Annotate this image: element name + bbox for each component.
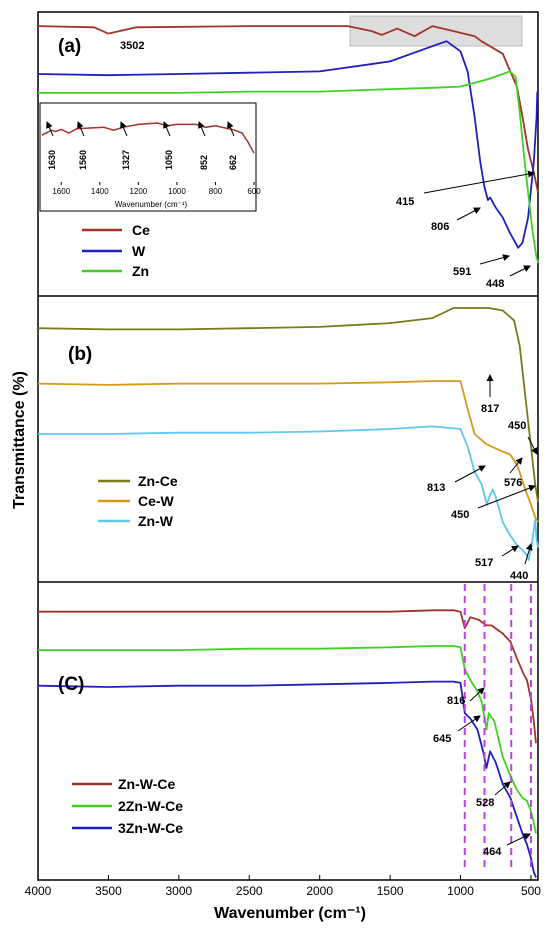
inset-frame	[39, 102, 257, 212]
arrow-440	[524, 543, 533, 565]
inset-peak-label: 1630	[47, 150, 57, 170]
peak-label-816: 816	[447, 695, 465, 707]
inset-peak-label: 662	[228, 155, 238, 170]
series-line-zn-w-ce	[38, 609, 537, 744]
arrow-806	[456, 207, 481, 221]
inset-xlabel: Wavenumber (cm⁻¹)	[115, 200, 188, 209]
inset-x-tick-label: 1200	[129, 187, 147, 196]
arrow-450a	[527, 436, 538, 455]
x-tick-label: 2000	[306, 884, 333, 898]
peak-label-448: 448	[486, 278, 504, 290]
x-tick-label: 1500	[377, 884, 404, 898]
x-tick-label: 4000	[25, 884, 52, 898]
peak-label-645: 645	[433, 733, 451, 745]
legend-label-znce: Zn-Ce	[138, 473, 178, 489]
arrow-464	[506, 833, 531, 846]
arrow-576	[509, 457, 523, 474]
peak-label-806: 806	[431, 221, 449, 233]
inset-peak-label: 1050	[164, 150, 174, 170]
x-tick-label: 1000	[447, 884, 474, 898]
plot-frame	[37, 11, 539, 881]
x-tick-label: 3000	[165, 884, 192, 898]
peak-label-450a: 450	[508, 420, 526, 432]
inset-peak-arrow	[77, 121, 85, 137]
panel-label-b: (b)	[68, 344, 92, 365]
legend-c: Zn-W-Ce 2Zn-W-Ce 3Zn-W-Ce	[72, 776, 183, 836]
highlight-region	[349, 15, 523, 47]
legend-label-cew: Ce-W	[138, 493, 175, 509]
peak-label-3502: 3502	[120, 40, 144, 52]
arrow-517	[501, 545, 519, 557]
legend-label-zn: Zn	[132, 263, 149, 279]
legend-b: Zn-Ce Ce-W Zn-W	[98, 473, 178, 529]
peak-label-415: 415	[396, 196, 414, 208]
arrow-816	[469, 687, 485, 702]
legend-label-3znwce: 3Zn-W-Ce	[118, 820, 183, 836]
inset-peak-arrow	[46, 121, 54, 137]
y-axis-title: Transmittance (%)	[11, 371, 28, 509]
peak-label-591: 591	[453, 266, 471, 278]
panel-label-c: (C)	[58, 674, 84, 695]
series-line-3zn-w-ce	[37, 680, 537, 878]
arrow-448	[509, 265, 531, 277]
arrow-813	[454, 465, 486, 483]
inset-peak-label: 1560	[78, 150, 88, 170]
inset-peak-arrow	[198, 121, 206, 137]
x-tick-label: 2500	[236, 884, 263, 898]
series-line-ce	[37, 25, 539, 193]
legend-a: Ce W Zn	[82, 222, 150, 279]
inset-peak-arrow	[163, 121, 171, 137]
inset-x-tick-label: 1400	[91, 187, 109, 196]
inset-x-tick-label: 1600	[52, 187, 70, 196]
series-line-zn-ce	[37, 307, 539, 503]
legend-label-ce: Ce	[132, 222, 150, 238]
series-line-zn	[38, 70, 540, 264]
annotation-arrows	[423, 170, 538, 846]
series-line-w	[37, 40, 539, 249]
inset-peak-label: 1327	[121, 150, 131, 170]
arrow-645	[457, 715, 481, 732]
arrow-450b	[477, 484, 536, 509]
peak-label-817: 817	[481, 403, 499, 415]
inset-x-tick-label: 600	[247, 187, 261, 196]
inset-layer: 1600 1400 1200 1000 800 600 1630 1560 1327 1050 85…	[41, 121, 261, 196]
panel-label-a: (a)	[58, 36, 81, 57]
inset-peak-label: 852	[199, 155, 209, 170]
legend-label-znw: Zn-W	[138, 513, 174, 529]
inset-peak-arrow	[120, 121, 128, 137]
x-tick-label: 3500	[95, 884, 122, 898]
peak-label-450b: 450	[451, 509, 469, 521]
peak-label-813: 813	[427, 482, 445, 494]
series-line-2zn-w-ce	[38, 645, 537, 834]
peak-label-464: 464	[483, 846, 502, 858]
inset-x-tick-label: 1000	[168, 187, 186, 196]
series-line-zn-w	[38, 425, 539, 561]
series-layer	[37, 25, 540, 878]
peak-label-528: 528	[476, 797, 494, 809]
arrow-415	[423, 170, 535, 194]
arrow-591	[479, 254, 510, 265]
legend-label-znwce: Zn-W-Ce	[118, 776, 175, 792]
legend-label-2znwce: 2Zn-W-Ce	[118, 798, 183, 814]
peak-label-517: 517	[475, 557, 493, 569]
legend-label-w: W	[132, 243, 146, 259]
inset-x-tick-label: 800	[209, 187, 223, 196]
arrow-528	[494, 781, 511, 796]
x-axis-ticks: 4000 3500 3000 2500 2000 1500 1000 500	[25, 875, 541, 898]
inset-peak-arrow	[227, 121, 235, 137]
x-axis-title: Wavenumber (cm⁻¹)	[214, 905, 366, 922]
series-line-ce-w	[37, 380, 539, 523]
peak-label-576: 576	[504, 477, 522, 489]
x-tick-label: 500	[521, 884, 541, 898]
peak-label-440: 440	[510, 570, 528, 582]
